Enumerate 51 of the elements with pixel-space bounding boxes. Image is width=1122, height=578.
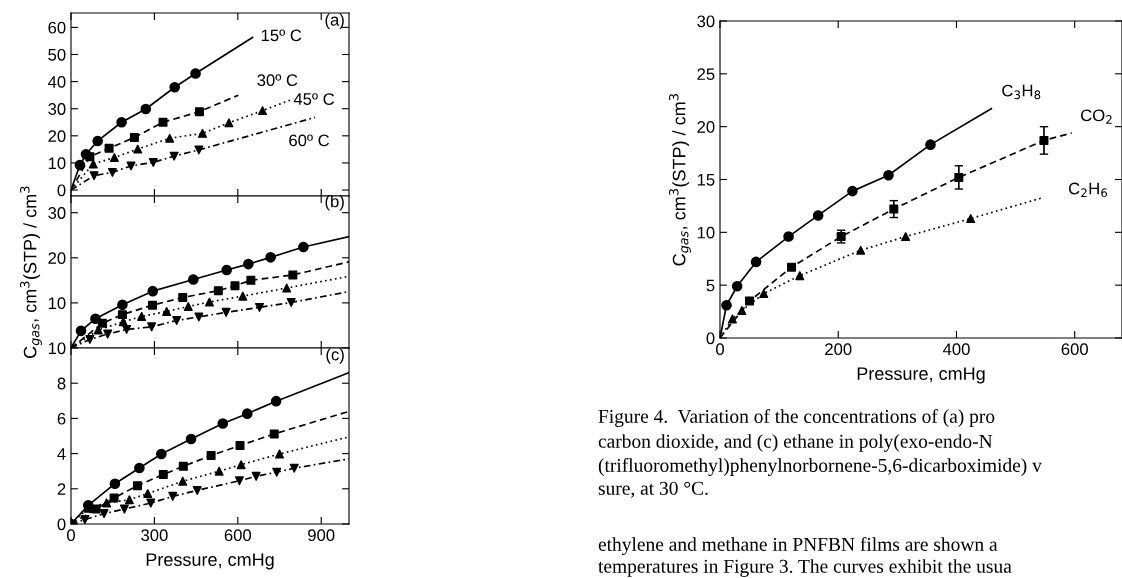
annotation: C$_{3}$H$_{8}$ <box>1002 84 1041 100</box>
annotation: CO$_{2}$ <box>1081 109 1112 124</box>
y-tick-label: 30 <box>697 15 715 28</box>
annotation: 30º C <box>257 74 298 87</box>
text: sure, at 30 °C. <box>598 481 708 498</box>
y-tick-label: 0 <box>57 518 66 531</box>
x-tick-label: 0 <box>67 529 75 542</box>
text: temperatures in Figure 3. The curves exhibit the usua <box>598 559 1012 577</box>
y-tick-label: 10 <box>48 342 66 355</box>
y-tick-label: 10 <box>48 297 66 310</box>
y-tick-label: 6 <box>57 412 66 425</box>
y-tick-label: 20 <box>697 121 715 133</box>
y-axis-title: C$_{gas}$, cm$^{3}$(STP) / cm$^{3}$ <box>20 186 42 359</box>
x-tick-label: 200 <box>825 343 852 356</box>
annotation: (b) <box>325 195 344 211</box>
y-tick-label: 30 <box>48 207 66 219</box>
y-tick-label: 20 <box>48 252 66 264</box>
x-tick-label: 900 <box>308 529 335 542</box>
annotation: 60º C <box>289 134 330 147</box>
text: carbon dioxide, and (c) ethane in poly(exo-endo-N <box>598 434 993 452</box>
y-tick-label: 0 <box>706 332 715 345</box>
y-tick-label: 20 <box>48 130 66 143</box>
y-tick-label: 15 <box>697 174 715 186</box>
annotation: (c) <box>326 348 344 364</box>
y-tick-label: 4 <box>57 448 66 460</box>
y-tick-label: 0 <box>57 184 66 197</box>
y-tick-label: 10 <box>48 157 66 170</box>
annotation: C$_{2}$H$_{6}$ <box>1068 182 1108 198</box>
y-tick-label: 8 <box>57 377 66 390</box>
y-tick-label: 60 <box>48 21 66 34</box>
y-axis-title: C$_{gas}$, cm$^{3}$(STP) / cm$^{3}$ <box>669 94 691 266</box>
annotation: 15º C <box>261 29 302 42</box>
y-tick-label: 50 <box>48 48 66 61</box>
text: (trifluoromethyl)phenylnorbornene-5,6-dicarboximide) v <box>598 458 1042 476</box>
y-tick-label: 25 <box>697 68 715 81</box>
x-tick-label: 0 <box>716 343 724 356</box>
x-axis-title: Pressure, cmHg <box>857 367 985 384</box>
y-tick-label: 5 <box>706 279 715 292</box>
x-tick-label: 300 <box>141 529 168 542</box>
y-tick-label: 10 <box>697 226 715 239</box>
x-tick-label: 600 <box>1061 343 1088 356</box>
x-tick-label: 400 <box>942 343 970 356</box>
annotation: 45º C <box>293 93 335 105</box>
y-tick-label: 40 <box>47 75 66 88</box>
y-tick-label: 2 <box>57 483 66 495</box>
y-tick-label: 30 <box>48 103 66 115</box>
x-axis-title: Pressure, cmHg <box>146 553 274 570</box>
text: ethylene and methane in PNFBN films are shown a <box>598 537 998 555</box>
x-tick-label: 600 <box>224 529 252 542</box>
annotation: (a) <box>325 13 344 29</box>
caption: Figure 4. Variation of the concentrations of (a) pro <box>598 409 995 427</box>
